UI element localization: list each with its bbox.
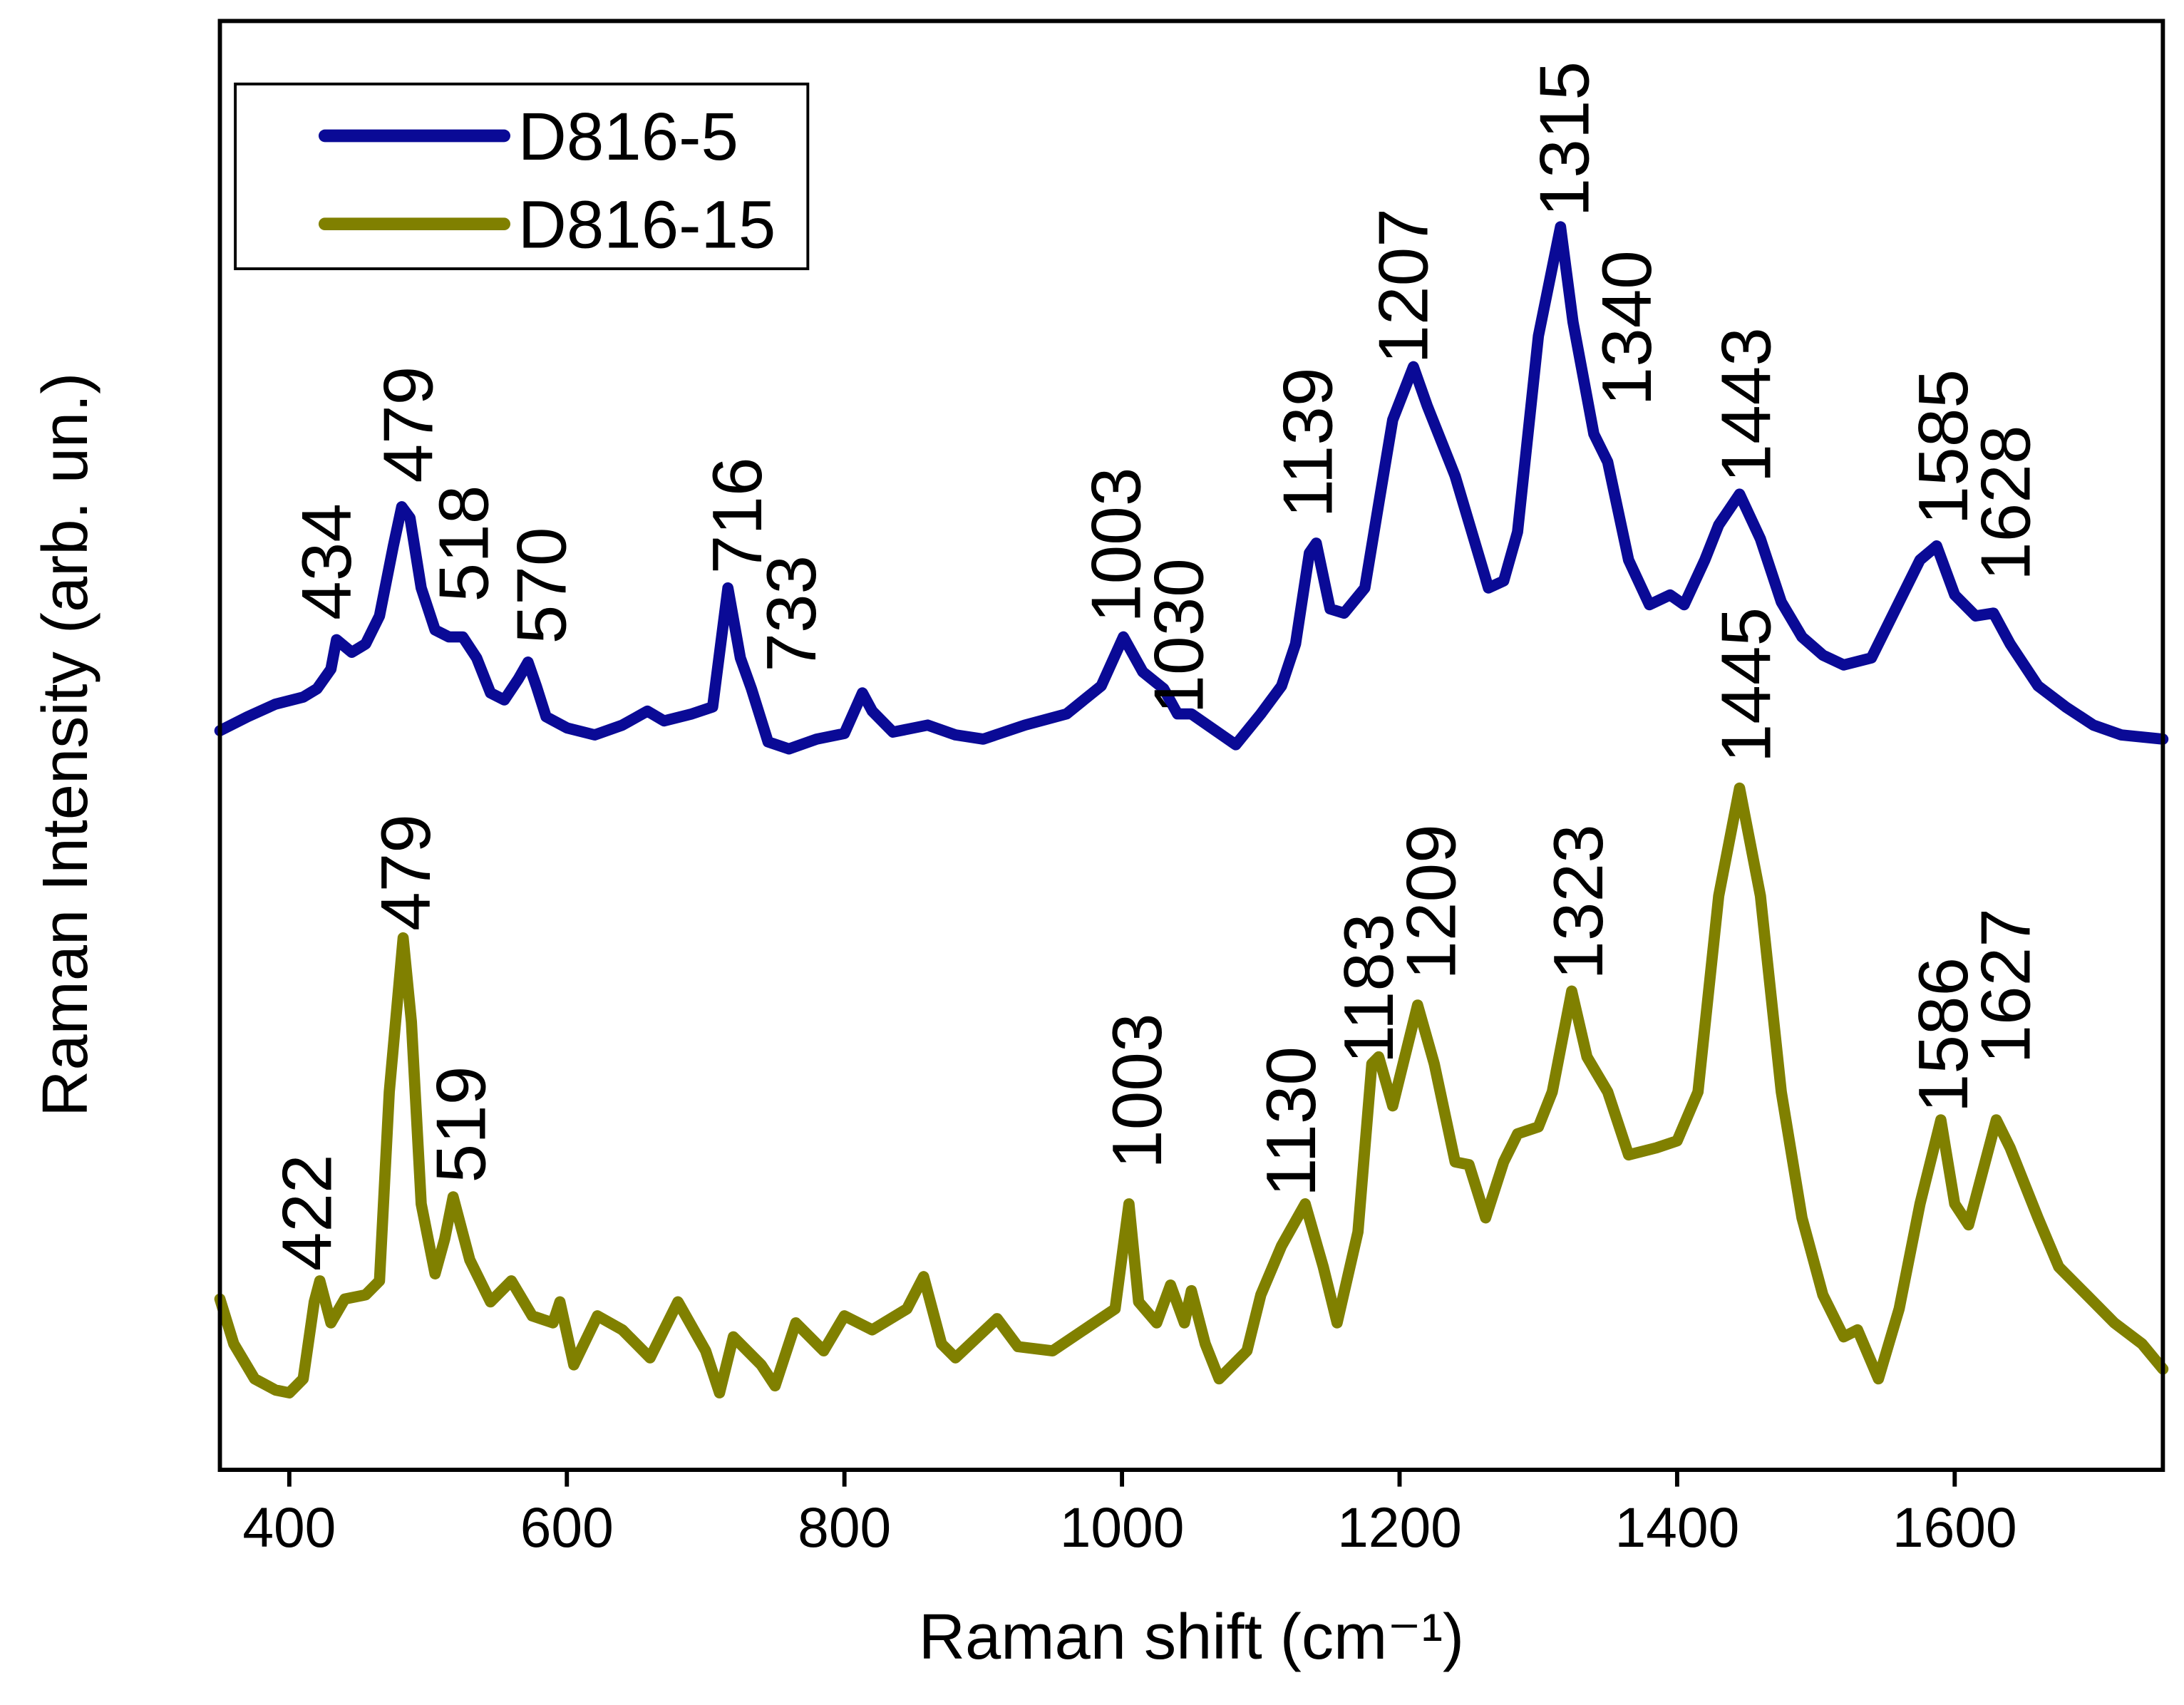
- peak-label: 1628: [1967, 426, 2045, 581]
- x-axis-label: Raman shift (cm⁻¹): [919, 1601, 1464, 1673]
- x-tick-label: 1200: [1337, 1496, 1462, 1559]
- peak-label: 1139: [1268, 367, 1346, 517]
- peak-label: 1183: [1329, 913, 1408, 1063]
- x-tick-label: 1600: [1892, 1496, 2017, 1559]
- peak-label: 1209: [1392, 824, 1470, 979]
- peak-label: 519: [422, 1066, 500, 1183]
- peak-label: 570: [503, 527, 581, 644]
- peak-label: 479: [366, 814, 445, 931]
- peak-label: 1443: [1707, 327, 1786, 483]
- peak-label: 479: [369, 366, 448, 483]
- x-tick-label: 1000: [1060, 1496, 1185, 1559]
- peak-label: 1315: [1525, 61, 1604, 217]
- peak-label: 1207: [1364, 208, 1443, 364]
- peak-label: 1340: [1587, 250, 1666, 406]
- peak-label: 1627: [1967, 908, 2045, 1063]
- peak-label: 1586: [1904, 957, 1982, 1113]
- x-tick-label: 800: [798, 1496, 891, 1559]
- legend-label: D816-5: [518, 99, 738, 174]
- x-tick-label: 600: [520, 1496, 614, 1559]
- peak-label: 1030: [1139, 558, 1217, 714]
- peak-label: 1323: [1539, 824, 1617, 979]
- peak-label: 1003: [1077, 467, 1155, 622]
- peak-label: 733: [752, 555, 830, 672]
- legend-box: [234, 82, 810, 271]
- peak-label: 716: [698, 457, 776, 574]
- peak-label: 1003: [1098, 1013, 1176, 1168]
- x-tick-label: 400: [242, 1496, 336, 1559]
- x-tick-label: 1400: [1615, 1496, 1740, 1559]
- y-axis-label: Raman Intensity (arb. un.): [29, 373, 101, 1117]
- series-line: [214, 221, 2169, 755]
- plot-frame: [217, 19, 2165, 1473]
- peak-label: 1585: [1904, 369, 1982, 525]
- peak-label: 1445: [1707, 607, 1786, 763]
- peak-label: 518: [425, 485, 503, 602]
- peak-label: 422: [268, 1154, 346, 1271]
- peak-label: 1130: [1252, 1046, 1330, 1197]
- series-line: [214, 782, 2169, 1398]
- peak-label: 434: [287, 503, 366, 620]
- legend-label: D816-15: [518, 187, 776, 262]
